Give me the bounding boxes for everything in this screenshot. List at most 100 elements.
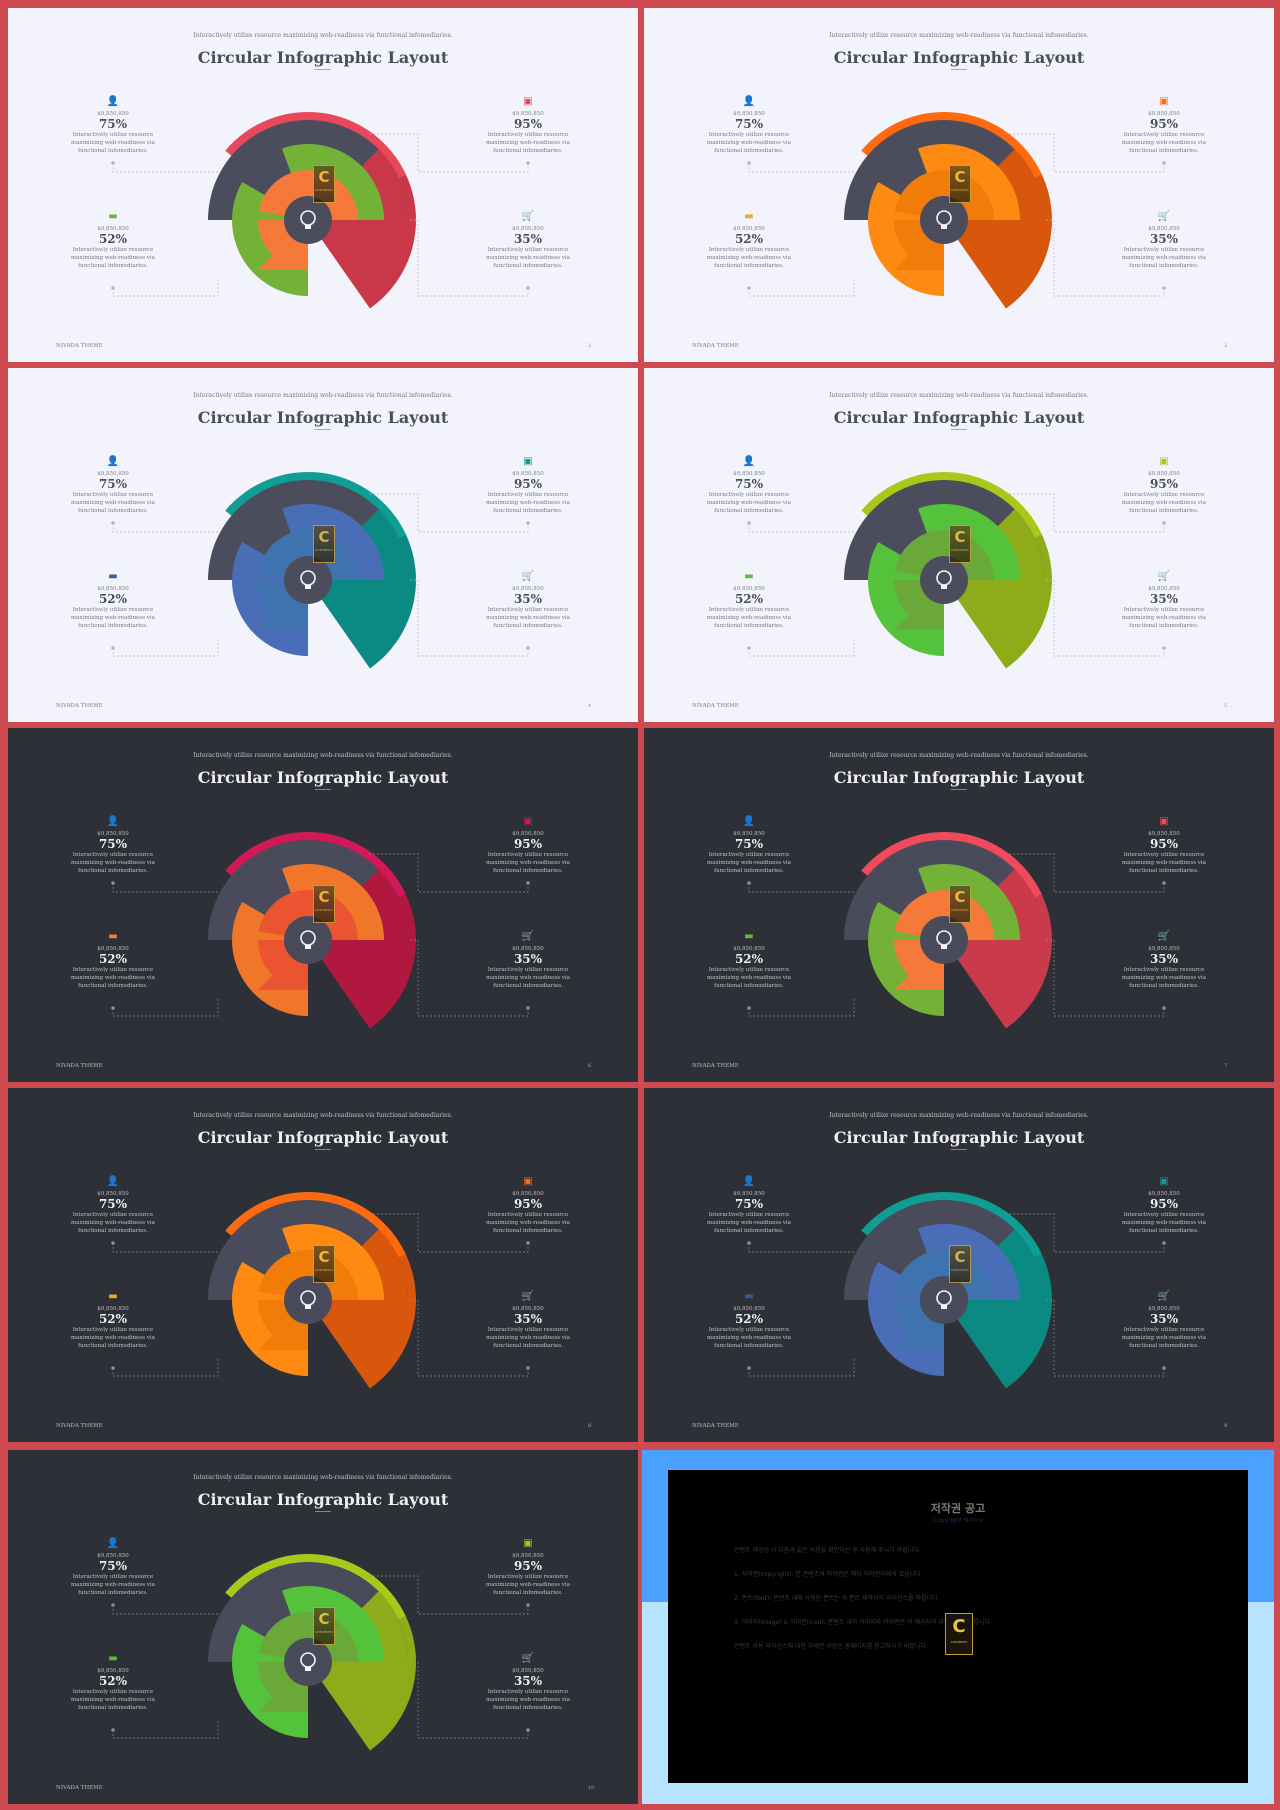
connector-line: [112, 883, 218, 893]
connector-dot: [747, 881, 751, 885]
connector-dot: [111, 1006, 115, 1010]
stat-percent: 35%: [513, 952, 543, 966]
cart-icon: 🛒: [1157, 1291, 1171, 1302]
slide-title: Circular Infographic Layout: [197, 1490, 449, 1509]
slide: 👤 $9,850,850 75% Interactively utilize reso…: [644, 1088, 1274, 1442]
stat-number: $9,850,850: [1148, 1306, 1180, 1312]
stat-percent: 52%: [98, 952, 128, 966]
credit-card-icon: ▣: [1159, 816, 1169, 827]
stat-block: ▬ $9,850,850 52% Interactively utilize reso…: [48, 1291, 178, 1350]
connector-dot: [526, 1366, 530, 1370]
user-icon: 👤: [742, 1176, 756, 1187]
connector-line: [1044, 939, 1165, 1017]
connector-line: [748, 523, 854, 533]
stat-number: $9,850,850: [512, 226, 544, 232]
connector-dot: [1162, 286, 1166, 290]
copyright-notice-panel: 저작권 공고 Copyright Notice 콘텐츠 제공업 시 다음과 같은…: [642, 1450, 1274, 1804]
stat-number: $9,850,850: [1148, 586, 1180, 592]
stat-block: ▬ $9,850,850 52% Interactively utilize reso…: [48, 931, 178, 990]
footer-brand: NIVADA THEME: [692, 703, 739, 709]
stat-number: $9,850,850: [1148, 111, 1180, 117]
stat-percent: 75%: [734, 477, 764, 491]
stat-number: $9,850,850: [97, 946, 129, 952]
stat-block: 👤 $9,850,850 75% Interactively utilize reso…: [684, 456, 814, 515]
title-divider: [315, 1149, 331, 1150]
circular-infographic-art: [747, 471, 1166, 669]
slide-subtitle: Interactively utilize resource maximizin…: [193, 32, 453, 39]
watermark-letter: C: [954, 1248, 966, 1266]
connector-dot: [1162, 646, 1166, 650]
stat-percent: 35%: [513, 592, 543, 606]
stat-percent: 95%: [513, 117, 543, 131]
stat-block: ▣ $9,850,850 95% Interactively utilize reso…: [1099, 1176, 1229, 1235]
stat-block: 🛒 $9,850,850 35% Interactively utilize reso…: [463, 931, 593, 990]
stat-number: $9,850,850: [1148, 226, 1180, 232]
cart-icon: 🛒: [521, 1291, 535, 1302]
watermark-text: CONTENTS: [950, 908, 969, 912]
lightbulb-base: [941, 1305, 947, 1309]
contents-watermark: C CONTENTS: [313, 1607, 335, 1645]
center-hub: [920, 1276, 968, 1324]
stat-block: 👤 $9,850,850 75% Interactively utilize reso…: [684, 96, 814, 155]
title-divider: [315, 789, 331, 790]
stat-block: 🛒 $9,850,850 35% Interactively utilize reso…: [463, 1653, 593, 1712]
connector-dot: [111, 286, 115, 290]
connector-line: [112, 998, 219, 1017]
slide-subtitle: Interactively utilize resource maximizin…: [829, 1112, 1089, 1119]
credit-card-icon: ▣: [523, 456, 533, 467]
contents-watermark: C CONTENTS: [313, 165, 335, 203]
slide-subtitle: Interactively utilize resource maximizin…: [829, 752, 1089, 759]
stat-description: Interactively utilize resource maximizin…: [486, 492, 570, 514]
center-hub: [284, 1638, 332, 1686]
stat-percent: 52%: [98, 1312, 128, 1326]
connector-dot: [1162, 1241, 1166, 1245]
stat-percent: 95%: [1149, 477, 1179, 491]
stat-description: Interactively utilize resource maximizin…: [1122, 967, 1206, 989]
circular-infographic-art: [111, 1192, 530, 1389]
notice-subtitle: Copyright Notice: [932, 1517, 984, 1524]
stat-block: ▬ $9,850,850 52% Interactively utilize reso…: [684, 571, 814, 630]
watermark-letter: C: [318, 528, 330, 546]
page-number: 8: [588, 1423, 592, 1429]
watermark-letter: C: [318, 168, 330, 186]
folder-icon: ▬: [744, 211, 754, 222]
slide: 👤 $9,850,850 75% Interactively utilize reso…: [8, 728, 638, 1082]
stat-description: Interactively utilize resource maximizin…: [71, 607, 155, 629]
stat-percent: 95%: [513, 1197, 543, 1211]
stat-number: $9,850,850: [1148, 831, 1180, 837]
cart-icon: 🛒: [521, 211, 535, 222]
footer-brand: NIVADA THEME: [692, 1423, 739, 1429]
user-icon: 👤: [742, 96, 756, 107]
title-divider: [315, 429, 331, 430]
stat-description: Interactively utilize resource maximizin…: [1122, 1327, 1206, 1349]
stat-description: Interactively utilize resource maximizin…: [1122, 607, 1206, 629]
connector-line: [368, 853, 529, 893]
contents-watermark: C CONTENTS: [313, 525, 335, 563]
stat-block: 👤 $9,850,850 75% Interactively utilize reso…: [48, 1176, 178, 1235]
slide-subtitle: Interactively utilize resource maximizin…: [829, 392, 1089, 399]
stat-number: $9,850,850: [733, 1306, 765, 1312]
cart-icon: 🛒: [521, 1653, 535, 1664]
connector-line: [112, 1720, 219, 1739]
slide: 👤 $9,850,850 75% Interactively utilize reso…: [8, 1450, 638, 1804]
connector-dot: [747, 161, 751, 165]
stat-number: $9,850,850: [512, 1306, 544, 1312]
stat-description: Interactively utilize resource maximizin…: [486, 1212, 570, 1234]
lightbulb-base: [941, 945, 947, 949]
notice-body: 콘텐츠 제공업 시 다음과 같은 사항을 확인하신 후 사용해 주시기 바랍니다…: [734, 1545, 1184, 1665]
stat-number: $9,850,850: [97, 226, 129, 232]
watermark-letter: C: [318, 1248, 330, 1266]
connector-line: [748, 883, 854, 893]
stat-block: 👤 $9,850,850 75% Interactively utilize reso…: [48, 96, 178, 155]
stat-block: 👤 $9,850,850 75% Interactively utilize reso…: [684, 1176, 814, 1235]
stat-block: 🛒 $9,850,850 35% Interactively utilize reso…: [1099, 1291, 1229, 1350]
page-number: 10: [588, 1785, 595, 1791]
slide-title: Circular Infographic Layout: [197, 768, 449, 787]
page-number: 9: [1224, 1423, 1228, 1429]
stat-percent: 52%: [98, 232, 128, 246]
watermark-text: CONTENTS: [950, 188, 969, 192]
connector-dot: [526, 1006, 530, 1010]
stat-number: $9,850,850: [512, 471, 544, 477]
notice-paragraph: 1. 저작권(copyright): 본 콘텐츠의 저작권은 해당 저작권자에게…: [734, 1571, 923, 1578]
stat-description: Interactively utilize resource maximizin…: [71, 492, 155, 514]
